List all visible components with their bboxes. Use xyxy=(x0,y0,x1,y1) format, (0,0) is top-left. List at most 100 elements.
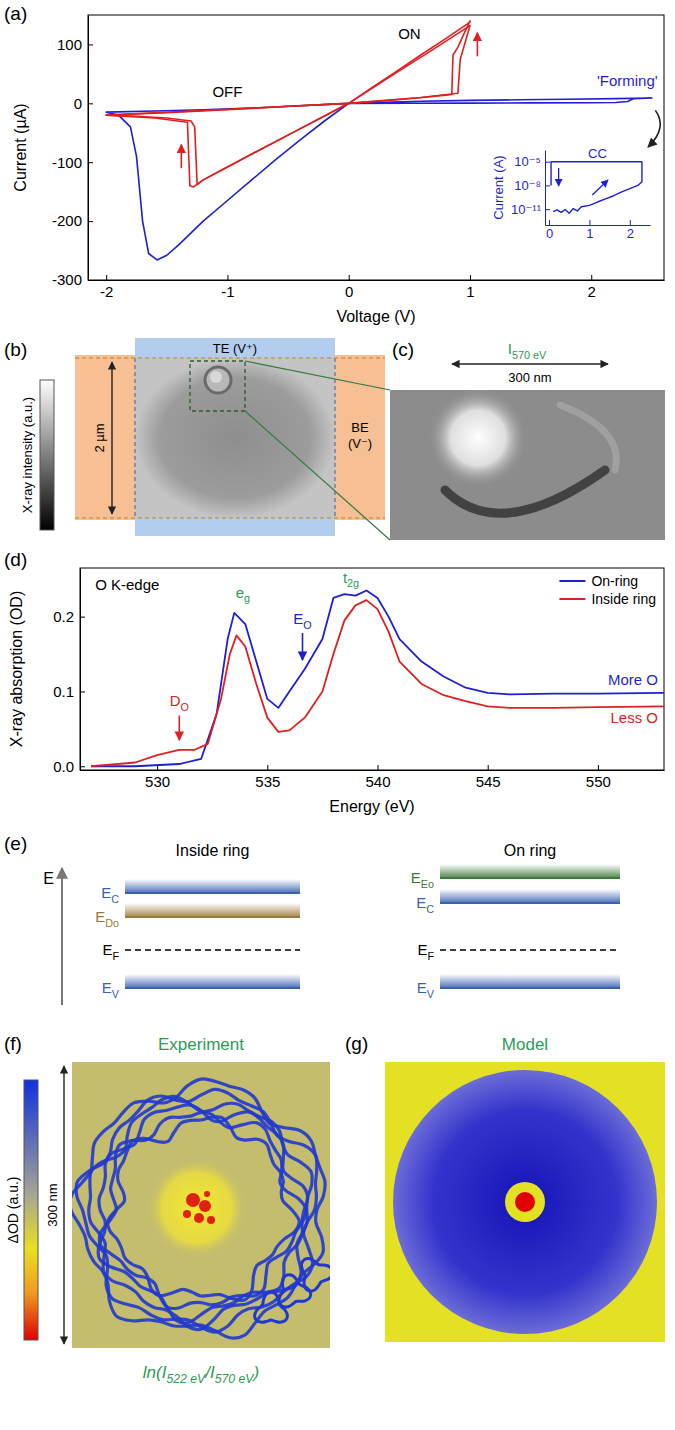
y-axis: 0.00.10.2 xyxy=(53,569,85,775)
annotation: More O xyxy=(608,671,658,688)
text-part: F xyxy=(427,950,434,962)
image-ground xyxy=(390,390,665,540)
text-part: 570 eV xyxy=(512,349,547,361)
arrow xyxy=(111,362,112,514)
panel-g: (g) Model xyxy=(345,1033,665,1342)
edge-line xyxy=(75,518,385,519)
level-label: EF xyxy=(102,941,119,962)
panel-f: (f)ExperimentΔOD (a.u.)300 nmln(I522 eV/… xyxy=(4,1033,333,1386)
y-axis-tick-label: -200 xyxy=(52,212,82,229)
text-part: V xyxy=(427,988,435,1000)
y-axis-tick: -200 xyxy=(52,212,93,229)
text-part: E xyxy=(411,869,421,886)
text-part: Current (A) xyxy=(491,155,506,219)
band-edge xyxy=(125,987,300,989)
panel-e: (e)EInside ringECEDoEFEVOn ringEEoECEFEV xyxy=(4,833,620,1005)
x-axis-tick-label: 2 xyxy=(627,226,634,241)
text-part: ln(I xyxy=(143,1363,167,1382)
y-axis-tick-mark xyxy=(545,185,550,186)
x-axis-tick: 0 xyxy=(345,275,353,300)
data-layer xyxy=(551,162,642,214)
band xyxy=(125,974,300,988)
arrow xyxy=(592,180,608,195)
text-part: O K-edge xyxy=(95,576,159,593)
column-title: On ring xyxy=(504,842,556,859)
y-axis-tick: 10⁻¹¹ xyxy=(511,202,550,217)
y-axis-line xyxy=(88,16,89,281)
x-axis-tick-label: 545 xyxy=(476,773,501,790)
band-edge xyxy=(440,987,620,989)
colorbar xyxy=(24,1080,38,1340)
y-axis-tick-mark xyxy=(88,280,93,281)
band-edge xyxy=(125,916,300,918)
panel-b: (b)X-ray intensity (a.u.)TE (V⁺)BE(V⁻)2 … xyxy=(4,338,390,540)
text-part: E xyxy=(417,941,427,958)
text-part: X-ray intensity (a.u.) xyxy=(20,397,35,513)
x-axis-tick-mark xyxy=(488,765,489,770)
x-axis-tick-mark xyxy=(227,275,228,280)
zoom-line xyxy=(245,411,390,540)
ratio-map xyxy=(72,1062,330,1348)
y-axis-title: X-ray absorption (OD) xyxy=(8,591,25,748)
text-part: C xyxy=(426,903,434,915)
text-part: Current (µA) xyxy=(12,103,29,191)
band xyxy=(440,864,620,878)
y-axis-tick-label: 100 xyxy=(57,36,82,53)
text-part: g xyxy=(244,592,250,604)
y-axis-tick: -300 xyxy=(52,271,93,288)
model-ground xyxy=(385,1062,665,1342)
x-axis-tick: 2 xyxy=(588,275,596,300)
y-axis-tick-label: -100 xyxy=(52,154,82,171)
y-axis-tick-mark xyxy=(88,103,93,104)
x-axis-tick-label: 535 xyxy=(255,773,280,790)
colorbar-title: ΔOD (a.u.) xyxy=(5,1177,21,1244)
text-part: Model xyxy=(502,1035,548,1054)
image-title: I570 eV xyxy=(508,340,547,361)
zoom-image xyxy=(390,390,665,540)
text-part: e xyxy=(236,584,244,601)
x-axis-tick-label: -1 xyxy=(221,283,234,300)
x-axis-tick: 540 xyxy=(365,765,390,790)
arrow xyxy=(477,33,479,57)
x-axis-tick-mark xyxy=(470,275,471,280)
xray-image xyxy=(135,358,335,518)
x-axis-tick: 0 xyxy=(546,220,553,241)
light-arc xyxy=(560,405,616,470)
text-part: (d) xyxy=(4,549,27,570)
x-axis-line xyxy=(81,770,665,771)
y-axis-tick-mark xyxy=(88,162,93,163)
band-edge xyxy=(440,902,620,904)
annotation: eg xyxy=(236,584,250,605)
core-spot xyxy=(199,1200,211,1212)
text-part: Experiment xyxy=(158,1035,244,1054)
panel-label: (f) xyxy=(4,1033,22,1054)
x-axis-line xyxy=(89,280,665,281)
text-part: OFF xyxy=(212,83,242,100)
arrow xyxy=(178,715,180,740)
y-axis-tick-label: 10⁻¹¹ xyxy=(511,202,542,217)
text-part: TE (V⁺) xyxy=(213,341,257,356)
x-axis-tick-mark xyxy=(267,765,268,770)
text-part: On ring xyxy=(504,842,556,859)
series-line xyxy=(106,26,470,187)
band xyxy=(125,879,300,893)
bottom-electrode xyxy=(75,355,135,520)
series-line xyxy=(91,600,664,766)
ring-blob xyxy=(301,1259,330,1291)
legend-label: Inside ring xyxy=(591,591,656,607)
annotation: ON xyxy=(398,25,421,42)
level-label: EV xyxy=(417,979,435,1000)
edge-line xyxy=(335,358,336,518)
panel-label: (c) xyxy=(392,339,414,360)
band-edge xyxy=(125,892,300,894)
panel-label: (g) xyxy=(345,1033,368,1054)
y-axis-tick-label: 0.2 xyxy=(53,608,74,625)
text-part: /I xyxy=(204,1363,215,1382)
axis-label: E xyxy=(43,870,54,887)
model-ring xyxy=(505,1182,545,1222)
text-part: 'Forming' xyxy=(597,72,658,89)
x-axis-tick-mark xyxy=(591,275,592,280)
x-axis-tick-mark xyxy=(378,765,379,770)
text-part: CC xyxy=(588,146,607,161)
text-part: (c) xyxy=(392,339,414,360)
